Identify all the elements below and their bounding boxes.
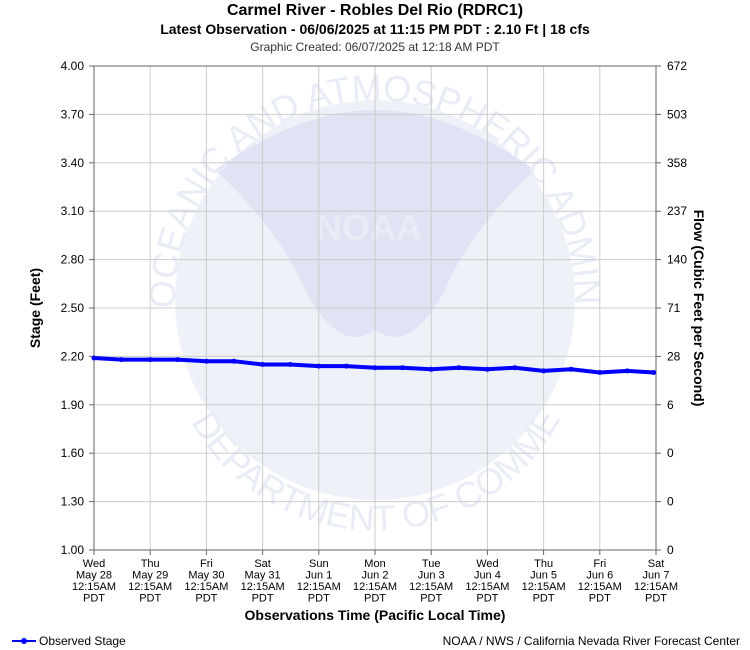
series-point (316, 363, 322, 369)
series-point (568, 366, 574, 372)
y-tick-label: 1.00 (61, 543, 85, 557)
series-point (231, 358, 237, 364)
series-point (541, 368, 547, 374)
series-point (597, 370, 603, 376)
series-point (147, 357, 153, 363)
y2-tick-label: 503 (667, 107, 687, 121)
series-point (624, 368, 630, 374)
y-tick-label: 3.70 (61, 107, 85, 121)
x-axis-ticks: Wed May 28 12:15AM PDT Thu May 29 12:15AM PDT Fr… (72, 550, 678, 605)
x-tick-label: Tue Jun 3 12:15AM PDT (409, 558, 453, 605)
series-point (512, 365, 518, 371)
y-tick-label: 1.90 (61, 398, 85, 412)
x-tick-label: Thu May 29 12:15AM PDT (128, 558, 172, 605)
y-tick-label: 2.50 (61, 301, 85, 315)
y2-tick-label: 0 (667, 446, 674, 460)
y-tick-label: 3.10 (61, 204, 85, 218)
y2-tick-label: 6 (667, 398, 674, 412)
x-tick-label: Wed May 28 12:15AM PDT (72, 558, 116, 605)
legend-label: Observed Stage (39, 634, 126, 648)
series-point (260, 361, 266, 367)
y-tick-label: 2.80 (61, 253, 85, 267)
chart-title: Carmel River - Robles Del Rio (RDRC1) (226, 2, 524, 19)
y-tick-label: 4.00 (61, 59, 85, 73)
x-tick-label: Wed Jun 4 12:15AM PDT (465, 558, 509, 605)
y-tick-label: 2.20 (61, 349, 85, 363)
series-point (287, 361, 293, 367)
noaa-watermark: NOAA NATIONAL OCEANIC AND ATMOSPHERIC AD… (0, 0, 608, 539)
x-axis-label: Observations Time (Pacific Local Time) (245, 607, 506, 623)
x-tick-label: Sun Jun 1 12:15AM PDT (297, 558, 341, 605)
series-point (428, 366, 434, 372)
series-observed-stage (91, 355, 657, 376)
x-tick-label: Mon Jun 2 12:15AM PDT (353, 558, 397, 605)
series-point (203, 358, 209, 364)
series-point (91, 355, 97, 361)
series-point (175, 357, 181, 363)
legend-line-marker (12, 638, 36, 644)
y-axis-label: Stage (Feet) (27, 268, 43, 348)
y2-tick-label: 0 (667, 495, 674, 509)
y-tick-label: 3.40 (61, 156, 85, 170)
noaa-logo-text: NOAA (316, 207, 422, 248)
y-tick-label: 1.30 (61, 495, 85, 509)
graphic-created-text: Graphic Created: 06/07/2025 at 12:18 AM … (250, 40, 500, 54)
x-tick-label: Fri Jun 6 12:15AM PDT (578, 558, 622, 605)
y2-tick-label: 237 (667, 204, 687, 218)
series-point (343, 363, 349, 369)
series-point (119, 357, 125, 363)
series-point (456, 365, 462, 371)
series-point (484, 366, 490, 372)
x-tick-label: Sat Jun 7 12:15AM PDT (634, 558, 678, 605)
series-point (372, 365, 378, 371)
series-point (651, 370, 657, 376)
y2-tick-label: 672 (667, 59, 687, 73)
y2-axis-label: Flow (Cubic Feet per Second) (691, 210, 707, 407)
x-tick-label: Sat May 31 12:15AM PDT (241, 558, 285, 605)
y2-tick-label: 140 (667, 253, 687, 267)
chart-legend: Observed Stage (12, 634, 126, 648)
chart-subtitle: Latest Observation - 06/06/2025 at 11:15… (160, 21, 590, 37)
y2-axis-ticks: 672 503 358 237 140 71 28 6 0 0 0 (656, 59, 687, 557)
credit-text: NOAA / NWS / California Nevada River For… (442, 634, 740, 648)
x-tick-label: Thu Jun 5 12:15AM PDT (522, 558, 566, 605)
y2-tick-label: 0 (667, 543, 674, 557)
y-axis-ticks: 4.00 3.70 3.40 3.10 2.80 2.50 2.20 1.90 1.60 1.30… (61, 59, 94, 557)
y2-tick-label: 71 (667, 301, 681, 315)
chart-grid (93, 65, 657, 551)
x-tick-label: Fri May 30 12:15AM PDT (184, 558, 228, 605)
y2-tick-label: 358 (667, 156, 687, 170)
y-tick-label: 1.60 (61, 446, 85, 460)
y2-tick-label: 28 (667, 349, 681, 363)
series-point (400, 365, 406, 371)
